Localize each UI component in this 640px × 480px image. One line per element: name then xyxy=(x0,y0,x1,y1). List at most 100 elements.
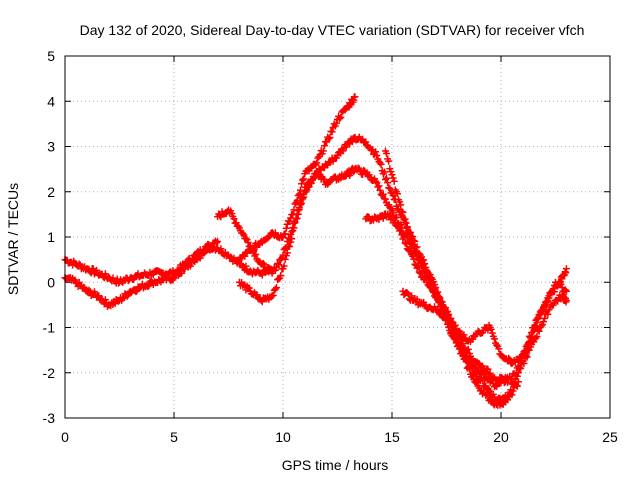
data-point-trail xyxy=(332,119,340,127)
data-point-trail xyxy=(328,128,336,136)
data-point-trail xyxy=(274,260,282,268)
data-point-trail xyxy=(271,285,279,293)
data-point-trail xyxy=(197,252,205,260)
data-point-trail xyxy=(433,293,441,301)
y-tick-label: 2 xyxy=(47,184,55,200)
data-point-trail xyxy=(217,245,225,253)
data-point-trail xyxy=(372,177,380,185)
data-point-trail xyxy=(524,339,532,347)
data-point-trail xyxy=(424,273,432,281)
data-point-trail xyxy=(85,286,93,294)
x-tick-label: 10 xyxy=(275,429,291,445)
data-point-trail xyxy=(123,292,131,300)
ticks: 0 5 10 15 20 25 -3 -2 -1 0 1 2 3 4 5 xyxy=(43,48,618,445)
data-point-trail xyxy=(509,387,517,395)
data-point-trail xyxy=(408,238,416,246)
data-point-trail xyxy=(521,346,529,354)
data-point-trail xyxy=(119,294,127,302)
data-point-trail xyxy=(269,291,277,299)
data-point-trail xyxy=(299,194,307,202)
data-point-trail xyxy=(288,235,296,243)
data-point-trail xyxy=(277,272,285,280)
data-point-trail xyxy=(441,304,449,312)
data-point-trail xyxy=(411,243,419,251)
data-point-trail xyxy=(432,287,440,295)
data-point-trail xyxy=(541,314,549,322)
y-tick-label: -3 xyxy=(43,410,56,426)
data-point-trail xyxy=(298,180,306,188)
data-point-trail xyxy=(293,214,301,222)
y-tick-label: 0 xyxy=(47,274,55,290)
data-point-trail xyxy=(549,285,557,293)
data-point-trail xyxy=(401,215,409,223)
data-point-trail xyxy=(208,243,216,251)
data-point-trail xyxy=(313,159,321,167)
data-point-trail xyxy=(490,335,498,343)
data-point xyxy=(351,93,359,101)
y-tick-label: 3 xyxy=(47,139,55,155)
data-point-trail xyxy=(381,195,389,203)
data-point-trail xyxy=(145,282,153,290)
data-point xyxy=(290,224,298,232)
data-point-trail xyxy=(383,149,391,157)
data-point-trail xyxy=(266,265,274,273)
data-point-trail xyxy=(447,329,455,337)
data-point xyxy=(384,179,392,187)
data-point-trail xyxy=(385,157,393,165)
plot-area xyxy=(61,93,570,409)
data-point-trail xyxy=(293,196,301,204)
y-axis-label: SDTVAR / TECUs xyxy=(5,183,21,295)
data-point-trail xyxy=(504,379,512,387)
x-tick-label: 25 xyxy=(602,429,618,445)
data-point-trail xyxy=(296,186,304,194)
x-tick-label: 5 xyxy=(170,429,178,445)
data-point-trail xyxy=(339,147,347,155)
data-point-trail xyxy=(561,286,569,294)
data-point-trail xyxy=(393,222,401,230)
data-point-trail xyxy=(289,210,297,218)
data-point-trail xyxy=(178,269,186,277)
data-point-trail xyxy=(144,283,152,291)
data-point-trail xyxy=(412,248,420,256)
data-point-trail xyxy=(544,310,552,318)
data-point-trail xyxy=(402,219,410,227)
data-point-trail xyxy=(540,318,548,326)
data-point-trail xyxy=(488,329,496,337)
x-tick-label: 15 xyxy=(384,429,400,445)
data-point-trail xyxy=(376,159,384,167)
data-point-trail xyxy=(464,345,472,353)
data-point-trail xyxy=(114,297,122,305)
data-point-trail xyxy=(319,147,327,155)
data-point-trail xyxy=(250,246,258,254)
data-point-trail xyxy=(413,264,421,272)
data-point-trail xyxy=(281,230,289,238)
data-point-trail xyxy=(389,192,397,200)
data-point-trail xyxy=(488,396,496,404)
data-point xyxy=(373,152,381,160)
data-point-trail xyxy=(528,328,536,336)
data-point-trail xyxy=(525,332,533,340)
data-point-trail xyxy=(513,382,521,390)
data-point-trail xyxy=(354,164,362,172)
data-point-trail xyxy=(473,378,481,386)
data-point xyxy=(512,369,520,377)
data-point-trail xyxy=(241,252,249,260)
data-point-trail xyxy=(294,191,302,199)
data-point-trail xyxy=(101,296,109,304)
data-point-trail xyxy=(342,143,350,151)
data-point-trail xyxy=(372,148,380,156)
data-point xyxy=(562,296,570,304)
data-point-trail xyxy=(399,208,407,216)
data-point-trail xyxy=(533,319,541,327)
data-point xyxy=(504,396,512,404)
data-point-trail xyxy=(326,158,334,166)
data-point-trail xyxy=(286,242,294,250)
data-point-trail xyxy=(520,348,528,356)
data-point xyxy=(514,378,522,386)
data-point-trail xyxy=(385,184,393,192)
data-point-trail xyxy=(295,190,303,198)
data-point-trail xyxy=(314,154,322,162)
data-point-trail xyxy=(389,174,397,182)
data-point-trail xyxy=(253,291,261,299)
